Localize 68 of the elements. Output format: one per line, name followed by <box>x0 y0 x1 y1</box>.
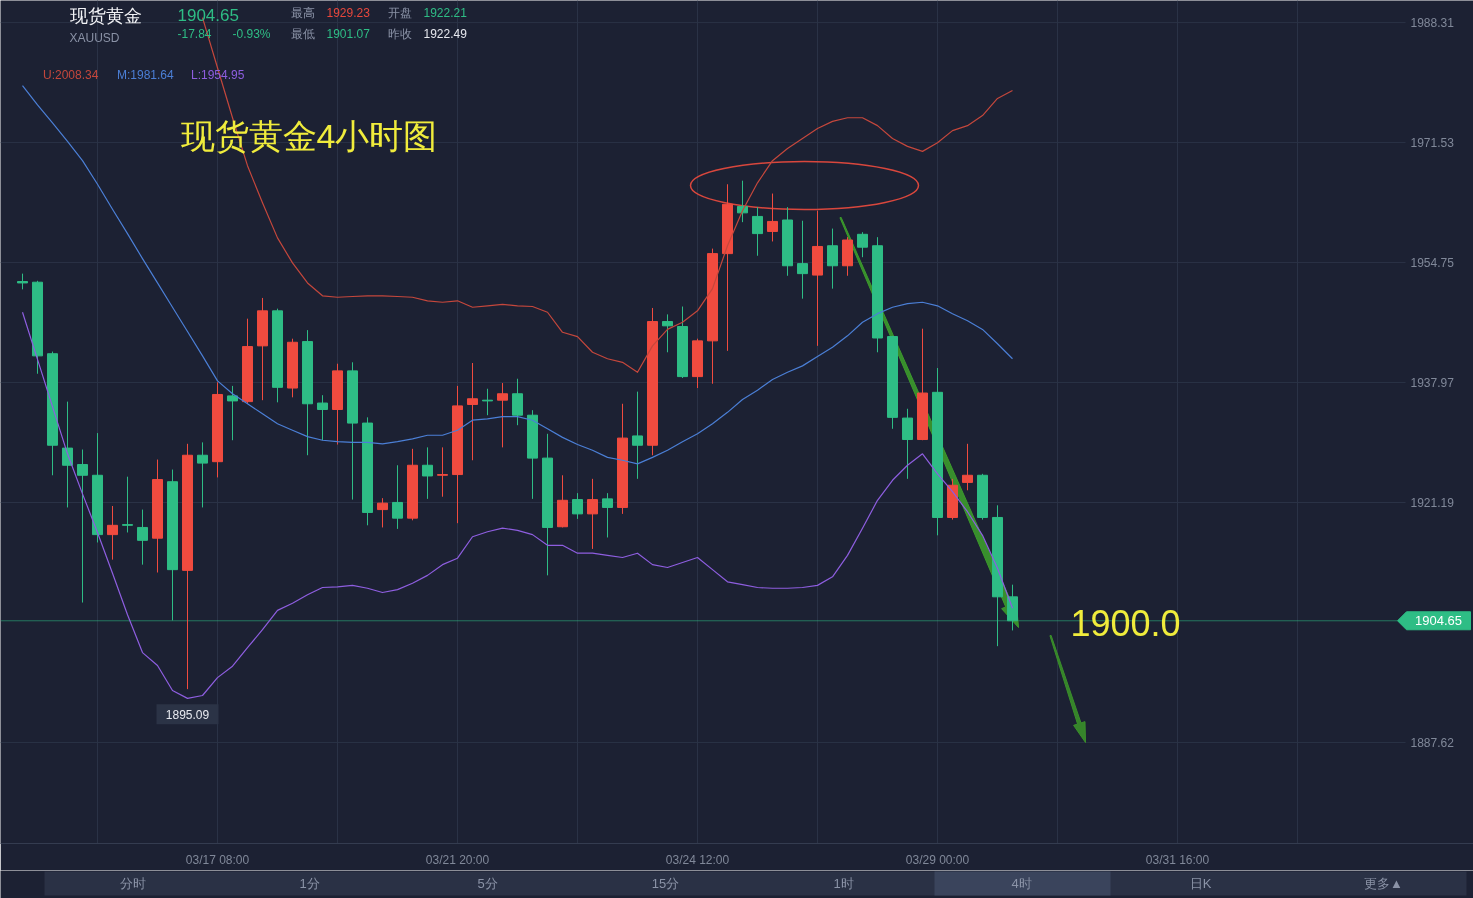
y-tick-label: 1988.31 <box>1410 16 1455 31</box>
text: 1904.65 <box>1415 613 1462 629</box>
text: 1分 <box>299 876 320 891</box>
annotation: -0.93% <box>232 26 271 41</box>
candlestick <box>602 492 613 538</box>
annotation: 1922.49 <box>423 27 468 41</box>
candlestick <box>587 478 598 550</box>
candlestick <box>107 505 118 561</box>
text: M:1981.64 <box>117 68 174 82</box>
candlestick <box>317 394 328 441</box>
candlestick <box>857 231 868 258</box>
annotation: 现货黄金4小时图 <box>180 116 438 155</box>
annotation: 1895.09 <box>165 707 210 722</box>
y-tick-label: 1971.53 <box>1410 136 1455 151</box>
candlestick <box>422 446 433 500</box>
candlestick <box>512 378 523 426</box>
x-tick-label: 03/24 12:00 <box>665 852 730 867</box>
text: 4时 <box>1011 876 1032 891</box>
text: XAUUSD <box>69 30 120 45</box>
candlestick <box>902 408 913 480</box>
candlestick <box>137 509 148 566</box>
annotation: 1900.0 <box>1070 602 1181 644</box>
text: U:2008.34 <box>43 68 99 82</box>
text: 日K <box>1189 876 1212 891</box>
candlestick <box>962 443 973 491</box>
candlestick <box>467 362 478 461</box>
candlestick <box>572 492 583 520</box>
candlestick <box>122 476 133 533</box>
x-tick-label: 03/17 08:00 <box>185 852 250 867</box>
candlestick <box>377 497 388 528</box>
text: 分时 <box>119 876 146 891</box>
candlestick <box>767 193 778 242</box>
annotation: 1922.21 <box>423 6 468 20</box>
text: 5分 <box>477 876 498 891</box>
y-tick-label: 1937.97 <box>1410 376 1455 391</box>
text: 15分 <box>651 876 680 891</box>
candlestick <box>797 220 808 300</box>
annotation: 最低 <box>290 26 315 41</box>
candlestick <box>437 446 448 498</box>
x-tick-label: 03/31 16:00 <box>1145 852 1210 867</box>
annotation: 1901.07 <box>326 27 371 41</box>
candlestick <box>1007 584 1018 631</box>
candlestick <box>482 388 493 416</box>
candlestick <box>752 206 763 257</box>
candlestick <box>197 441 208 508</box>
x-tick-label: 03/21 20:00 <box>425 852 490 867</box>
y-tick-label: 1887.62 <box>1410 736 1455 751</box>
y-tick-label: 1921.19 <box>1410 496 1455 511</box>
annotation: 1929.23 <box>326 6 371 20</box>
candlestick <box>632 391 643 480</box>
candlestick <box>737 180 748 223</box>
y-tick-label: 1954.75 <box>1410 256 1455 271</box>
candlestick <box>662 313 673 353</box>
candlestick <box>227 385 238 441</box>
annotation: 昨收 <box>387 26 412 41</box>
annotation: 1904.65 <box>177 5 239 25</box>
text: 1时 <box>833 876 854 891</box>
line-series <box>21 84 1014 465</box>
chart-title: 现货黄金 <box>69 5 142 26</box>
candlestick <box>827 228 838 290</box>
candlestick <box>392 464 403 530</box>
annotation: 开盘 <box>387 5 412 20</box>
annotation: 最高 <box>290 5 315 20</box>
x-tick-label: 03/29 00:00 <box>905 852 970 867</box>
candlestick <box>62 401 73 508</box>
text: 更多▲ <box>1364 876 1403 891</box>
candlestick <box>497 382 508 448</box>
candlestick <box>77 449 88 604</box>
